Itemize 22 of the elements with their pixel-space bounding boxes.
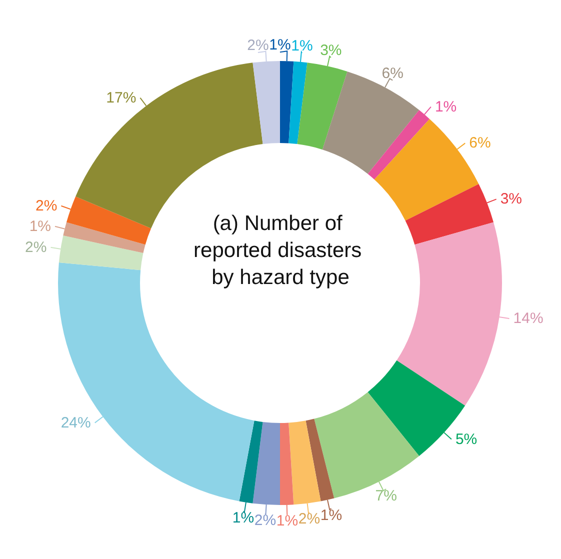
data-label: 17% (106, 89, 136, 106)
data-label: 1% (29, 218, 52, 235)
data-label: 2% (36, 197, 58, 214)
data-label: 3% (320, 42, 342, 60)
data-label: 3% (500, 190, 522, 208)
data-label: 24% (60, 414, 91, 432)
data-label: 2% (254, 512, 276, 530)
data-label: 1% (434, 98, 457, 116)
data-label: 7% (375, 488, 397, 505)
data-label: 6% (382, 64, 404, 82)
data-label: 1% (291, 38, 313, 55)
data-label: 1% (320, 506, 342, 524)
data-label: 2% (298, 510, 320, 528)
data-label: 14% (513, 310, 544, 328)
data-label: 1% (269, 36, 291, 54)
data-label: 1% (232, 510, 254, 527)
data-label: 2% (247, 36, 269, 54)
data-label: 6% (469, 134, 491, 152)
data-label: 2% (25, 238, 47, 256)
data-label: 1% (276, 512, 298, 530)
data-label: 5% (455, 430, 478, 448)
text: (a) Number of reported disasters by hazard type (194, 212, 368, 289)
